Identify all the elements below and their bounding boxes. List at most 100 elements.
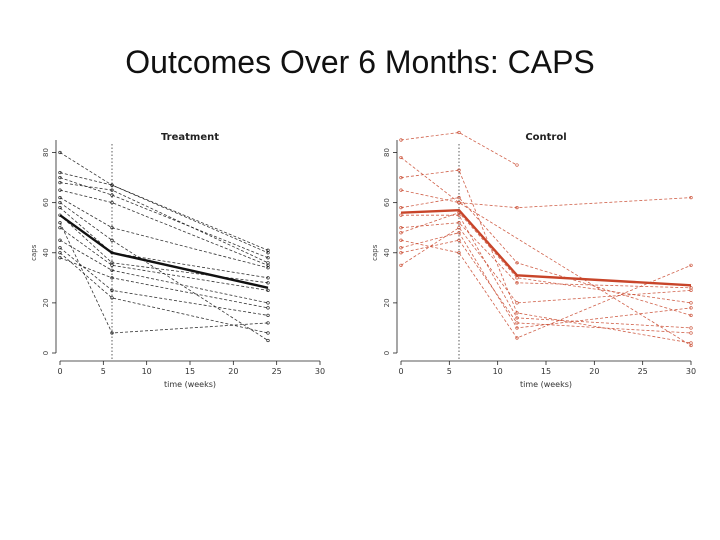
data-point [110,193,114,197]
x-tick-label: 0 [398,367,403,376]
data-point [58,175,62,180]
data-point [58,170,62,175]
data-point [457,196,461,200]
data-point [266,256,270,260]
subject-series-line [59,257,269,309]
subject-series-line [400,227,692,304]
data-point [515,261,519,265]
data-point [399,226,403,230]
data-point [399,231,403,235]
data-point [58,206,62,210]
x-tick-label: 25 [638,367,648,376]
x-axis-label: time (weeks) [164,380,216,389]
data-point [58,226,62,230]
subject-series-line [59,189,269,266]
y-tick-label: 80 [383,148,391,157]
data-point [58,180,62,185]
data-point [266,321,270,325]
subject-series-line [59,239,269,304]
subject-series-line [59,227,269,291]
data-point [110,331,114,335]
subject-series-line [401,214,692,329]
charts-figure: Treatment 0 20 40 60 80 caps 0 5 10 15 20 25 30 time (… [30,130,696,389]
y-tick-label: 20 [42,298,50,307]
data-point [110,263,114,267]
data-point [515,336,519,340]
data-point [457,238,461,242]
x-tick-label: 15 [185,367,195,376]
data-point [58,238,62,242]
data-point [515,311,519,315]
data-point [110,276,114,280]
subject-series-line [400,239,692,334]
data-point [457,251,461,255]
x-tick-label: 10 [142,367,152,376]
data-point [399,251,403,255]
x-tick-label: 30 [686,367,696,376]
data-point [399,238,403,242]
y-tick-label: 0 [383,351,391,355]
x-tick-label: 0 [57,367,62,376]
mean-series-line [59,214,269,289]
subject-series-line [400,212,692,304]
y-tick-label: 40 [383,248,391,257]
subject-series-line [400,232,692,329]
data-point [515,326,519,330]
data-point [457,226,461,230]
data-point [110,188,114,192]
data-point [58,251,62,255]
data-point [515,276,519,280]
x-tick-label: 30 [315,367,325,376]
subject-series-line [59,207,269,279]
y-tick-label: 20 [383,298,391,307]
y-tick-label: 40 [42,248,50,257]
data-point [110,201,114,205]
data-point [266,276,270,280]
subject-series-line [400,197,692,316]
x-tick-label: 20 [589,367,599,376]
data-point [399,188,403,192]
subject-series-line [59,197,269,269]
y-axis-label: caps [30,244,38,261]
data-point [515,321,519,325]
data-point [689,301,693,305]
data-point [689,341,693,345]
data-point [58,256,62,260]
data-point [58,188,62,192]
data-point [266,248,270,252]
data-point [689,326,693,330]
subject-series-line [400,132,518,166]
control-panel: Control 0 20 40 60 80 caps 0 5 10 15 20 25 30 time (we… [371,130,696,389]
data-point [457,221,461,225]
x-tick-label: 5 [447,367,452,376]
chart-title: Control [525,132,566,143]
subject-series-line [59,202,269,341]
data-point [266,313,270,318]
data-point [266,281,270,285]
data-point [58,150,62,155]
x-axis-label: time (weeks) [520,380,572,389]
subject-series-line [400,157,692,346]
y-axis-label: caps [371,244,379,261]
data-point [689,288,693,292]
data-point [515,163,519,167]
x-tick-label: 5 [101,367,106,376]
subject-series-line [59,182,269,264]
y-tick-label: 60 [383,198,391,207]
data-point [399,138,403,142]
data-point [266,306,270,310]
data-point [689,331,693,335]
data-point [689,313,693,318]
data-point [399,206,403,210]
data-point [58,196,62,200]
data-point [399,155,403,160]
subject-series-line [59,222,269,334]
data-point [689,263,693,267]
data-point [689,196,693,200]
data-point [266,301,270,305]
data-point [266,288,270,292]
data-point [110,183,114,187]
slide-title: Outcomes Over 6 Months: CAPS [125,44,595,80]
data-point [266,331,270,335]
data-point [110,268,114,272]
